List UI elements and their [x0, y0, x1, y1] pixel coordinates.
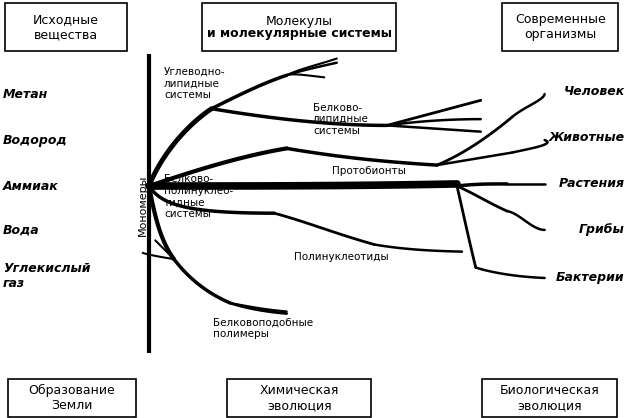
FancyBboxPatch shape [482, 379, 617, 417]
Text: Метан: Метан [3, 87, 48, 101]
Text: Мономеры: Мономеры [138, 174, 148, 235]
Text: Протобионты: Протобионты [332, 166, 406, 176]
FancyBboxPatch shape [227, 379, 371, 417]
Text: Белковоподобные
полимеры: Белковоподобные полимеры [213, 317, 313, 339]
Text: Белково-
полинуклео-
тидные
системы: Белково- полинуклео- тидные системы [164, 174, 233, 219]
Text: Молекулы: Молекулы [265, 15, 333, 28]
FancyBboxPatch shape [202, 3, 396, 51]
Text: Современные
организмы: Современные организмы [515, 13, 605, 41]
Text: Биологическая
эволюция: Биологическая эволюция [500, 384, 600, 412]
FancyBboxPatch shape [502, 3, 618, 51]
Text: Водород: Водород [3, 133, 68, 147]
Text: Химическая
эволюция: Химическая эволюция [260, 384, 339, 412]
Text: и молекулярные системы: и молекулярные системы [207, 28, 392, 41]
Text: Аммиак: Аммиак [3, 179, 59, 193]
Text: Бактерии: Бактерии [556, 271, 625, 285]
FancyBboxPatch shape [4, 3, 126, 51]
Text: Вода: Вода [3, 223, 40, 237]
Text: Исходные
вещества: Исходные вещества [33, 13, 99, 41]
Text: Животные: Животные [548, 131, 625, 145]
Text: Углеводно-
липидные
системы: Углеводно- липидные системы [164, 67, 225, 100]
Text: Растения: Растения [559, 177, 625, 191]
Text: Грибы: Грибы [579, 223, 625, 237]
Text: Человек: Человек [563, 85, 625, 99]
Text: Углекислый
газ: Углекислый газ [3, 262, 91, 290]
Text: Образование
Земли: Образование Земли [29, 384, 115, 412]
Text: Полинуклеотиды: Полинуклеотиды [294, 252, 389, 262]
FancyBboxPatch shape [8, 379, 136, 417]
Text: Белково-
липидные
системы: Белково- липидные системы [313, 102, 369, 136]
